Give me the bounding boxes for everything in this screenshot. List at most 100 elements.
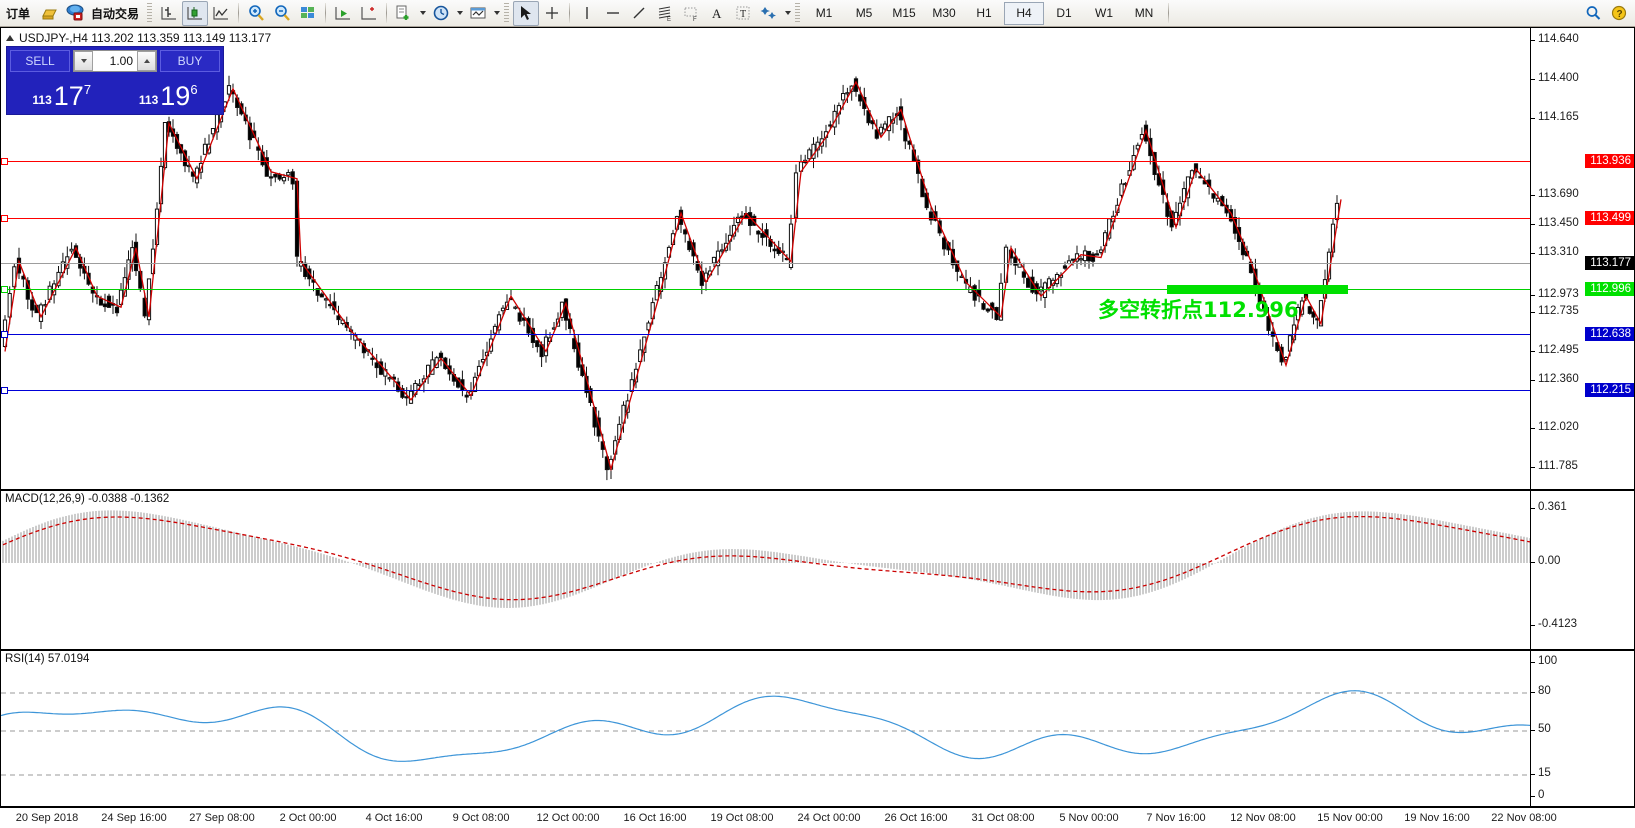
price-label-113499[interactable]: 113.499 <box>1585 211 1634 225</box>
indicators-dropdown-icon[interactable] <box>417 2 428 25</box>
buy-price-main: 19 <box>160 81 191 111</box>
anchor-113936[interactable] <box>1 158 8 165</box>
anchor-112996[interactable] <box>1 286 8 293</box>
volume-increment-icon[interactable] <box>137 51 156 71</box>
line-chart-icon[interactable] <box>208 1 234 26</box>
price-label-112215[interactable]: 112.215 <box>1585 383 1634 397</box>
sell-button[interactable]: SELL <box>10 50 70 72</box>
toolbar-grip[interactable] <box>504 3 510 23</box>
orders-button[interactable]: 订单 <box>3 1 36 26</box>
toolbar-grip[interactable] <box>147 3 153 23</box>
text-label-icon[interactable]: T <box>730 1 756 26</box>
macd-scale[interactable]: 0.361 0.00 -0.4123 <box>1530 491 1634 649</box>
timeframe-m15[interactable]: M15 <box>892 6 916 20</box>
fibonacci-icon[interactable]: E <box>652 1 678 26</box>
macd-series <box>2 510 1531 608</box>
text-icon[interactable]: A <box>704 1 730 26</box>
help-icon[interactable]: ? <box>1606 1 1632 26</box>
chart-area[interactable]: 多空转折点112.996 114.640 114.400 114.165 113… <box>0 27 1635 828</box>
sell-price-main: 17 <box>53 81 84 111</box>
support-line-112215[interactable] <box>1 390 1531 391</box>
gold-bar-icon[interactable] <box>36 1 62 26</box>
symbol-header: USDJPY-,H4 113.202 113.359 113.149 113.1… <box>6 31 271 45</box>
trendline-icon[interactable] <box>626 1 652 26</box>
toolbar-separator <box>238 3 240 23</box>
period-icon[interactable] <box>428 1 454 26</box>
timeframe-m30[interactable]: M30 <box>932 6 956 20</box>
one-click-trading-panel[interactable]: SELL 1.00 BUY 113 17 7 113 <box>6 46 224 115</box>
templates-dropdown-icon[interactable] <box>491 2 502 25</box>
macd-label[interactable]: MACD(12,26,9) -0.0388 -0.1362 <box>5 493 170 505</box>
period-dropdown-icon[interactable] <box>454 2 465 25</box>
rsi-plot[interactable] <box>1 651 1531 806</box>
macd-tick-label: 0.361 <box>1538 501 1567 513</box>
sell-price[interactable]: 113 17 7 <box>10 74 114 111</box>
timeframe-d1[interactable]: D1 <box>1056 6 1072 20</box>
resistance-line-113499[interactable] <box>1 218 1531 219</box>
volume-value[interactable]: 1.00 <box>93 51 137 71</box>
macd-pane[interactable]: 0.361 0.00 -0.4123 MACD(12,26,9) -0.0388… <box>0 490 1635 650</box>
buy-button[interactable]: BUY <box>160 50 220 72</box>
anchor-112638[interactable] <box>1 331 8 338</box>
price-tick-label: 112.735 <box>1538 305 1579 317</box>
timeframe-mn[interactable]: MN <box>1134 6 1154 20</box>
price-label-113936[interactable]: 113.936 <box>1585 154 1634 168</box>
rsi-pane[interactable]: 100 80 50 15 0 RSI(14) 57.0194 <box>0 650 1635 807</box>
svg-text:?: ? <box>1617 9 1623 20</box>
price-plot[interactable]: 多空转折点112.996 <box>1 28 1531 489</box>
zoom-out-icon[interactable] <box>269 1 295 26</box>
equidistant-channel-icon[interactable]: F <box>678 1 704 26</box>
autotrade-button[interactable]: 自动交易 <box>88 1 145 26</box>
zoom-in-icon[interactable] <box>243 1 269 26</box>
horizontal-line-icon[interactable] <box>600 1 626 26</box>
price-series <box>2 75 1342 481</box>
cursor-icon[interactable] <box>513 0 540 26</box>
auto-scroll-icon[interactable] <box>330 1 356 26</box>
objects-icon[interactable] <box>756 1 782 26</box>
autotrading-icon[interactable] <box>62 1 88 26</box>
pivot-zone-rectangle[interactable] <box>1167 285 1348 294</box>
anchor-113499[interactable] <box>1 215 8 222</box>
search-icon[interactable] <box>1580 1 1606 26</box>
support-line-112638[interactable] <box>1 334 1531 335</box>
timeframe-h1[interactable]: H1 <box>976 6 992 20</box>
timeframe-w1[interactable]: W1 <box>1095 6 1114 20</box>
toolbar-grip[interactable] <box>795 3 801 23</box>
resistance-line-113936[interactable] <box>1 161 1531 162</box>
timeframe-m5[interactable]: M5 <box>855 6 873 20</box>
rsi-tick-label: 80 <box>1538 685 1551 697</box>
vertical-line-icon[interactable] <box>574 1 600 26</box>
time-tick-label: 19 Oct 08:00 <box>710 812 774 824</box>
bar-chart-icon[interactable] <box>156 1 182 26</box>
rsi-scale[interactable]: 100 80 50 15 0 <box>1530 651 1634 806</box>
time-tick-label: 15 Nov 00:00 <box>1317 812 1383 824</box>
indicators-icon[interactable] <box>391 1 417 26</box>
collapse-triangle-icon[interactable] <box>6 35 14 41</box>
macd-tick-label: 0.00 <box>1538 555 1561 567</box>
autotrade-label: 自动交易 <box>91 6 140 21</box>
pivot-line-112996[interactable] <box>1 289 1531 290</box>
anchor-112215[interactable] <box>1 387 8 394</box>
buy-price[interactable]: 113 19 6 <box>116 74 220 111</box>
candlestick-chart-icon[interactable] <box>182 0 209 26</box>
price-tick-label: 111.785 <box>1538 460 1578 472</box>
pivot-annotation-label[interactable]: 多空转折点112.996 <box>1098 298 1299 322</box>
rsi-label[interactable]: RSI(14) 57.0194 <box>5 653 90 665</box>
volume-stepper[interactable]: 1.00 <box>73 50 157 72</box>
templates-icon[interactable] <box>465 1 491 26</box>
objects-dropdown-icon[interactable] <box>782 2 793 25</box>
price-tick-label: 114.400 <box>1538 72 1579 84</box>
data-window-icon[interactable] <box>295 1 321 26</box>
timeframe-m1[interactable]: M1 <box>815 6 833 20</box>
time-axis[interactable]: 20 Sep 2018 24 Sep 16:00 27 Sep 08:00 2 … <box>0 807 1635 828</box>
timeframe-h4[interactable]: H4 <box>1004 1 1045 25</box>
price-scale[interactable]: 114.640 114.400 114.165 113.690 113.450 … <box>1530 28 1634 489</box>
chart-shift-icon[interactable] <box>356 1 382 26</box>
price-label-112996[interactable]: 112.996 <box>1585 282 1634 296</box>
volume-dropdown-icon[interactable] <box>74 51 93 71</box>
crosshair-icon[interactable] <box>539 1 565 26</box>
price-label-112638[interactable]: 112.638 <box>1585 327 1634 341</box>
price-pane[interactable]: 多空转折点112.996 114.640 114.400 114.165 113… <box>0 27 1635 490</box>
macd-plot[interactable] <box>1 491 1531 649</box>
